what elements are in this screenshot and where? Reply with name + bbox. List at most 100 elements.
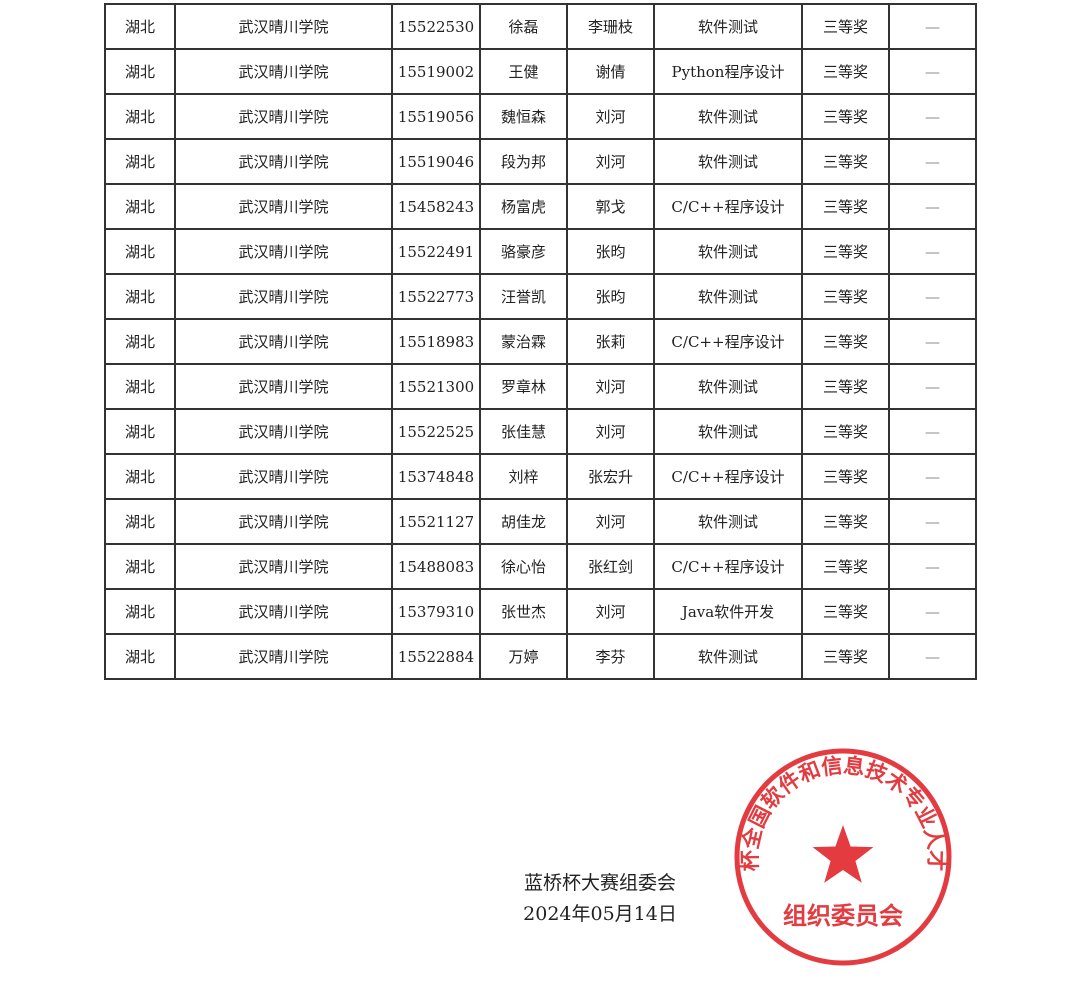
teacher-cell: 刘河 xyxy=(566,93,655,140)
teacher-cell: 张昀 xyxy=(566,228,655,275)
award-cell: 三等奖 xyxy=(801,273,890,320)
category-cell: 软件测试 xyxy=(653,228,803,275)
id-cell: 15519046 xyxy=(391,138,481,185)
school-cell: 武汉晴川学院 xyxy=(174,228,393,275)
student-cell: 段为邦 xyxy=(479,138,568,185)
school-cell: 武汉晴川学院 xyxy=(174,543,393,590)
note-cell: — xyxy=(888,48,977,95)
table-row: 湖北 武汉晴川学院 15522491 骆豪彦 张昀 软件测试 三等奖 — xyxy=(104,228,977,275)
school-cell: 武汉晴川学院 xyxy=(174,408,393,455)
school-cell: 武汉晴川学院 xyxy=(174,93,393,140)
teacher-cell: 谢倩 xyxy=(566,48,655,95)
award-cell: 三等奖 xyxy=(801,543,890,590)
id-cell: 15522491 xyxy=(391,228,481,275)
province-cell: 湖北 xyxy=(104,318,176,365)
id-cell: 15522884 xyxy=(391,633,481,680)
province-cell: 湖北 xyxy=(104,543,176,590)
note-cell: — xyxy=(888,273,977,320)
id-cell: 15458243 xyxy=(391,183,481,230)
note-cell: — xyxy=(888,93,977,140)
table-row: 湖北 武汉晴川学院 15488083 徐心怡 张红剑 C/C++程序设计 三等奖 — xyxy=(104,543,977,590)
teacher-cell: 张昀 xyxy=(566,273,655,320)
id-cell: 15521300 xyxy=(391,363,481,410)
school-cell: 武汉晴川学院 xyxy=(174,363,393,410)
teacher-cell: 刘河 xyxy=(566,408,655,455)
id-cell: 15521127 xyxy=(391,498,481,545)
award-cell: 三等奖 xyxy=(801,588,890,635)
school-cell: 武汉晴川学院 xyxy=(174,633,393,680)
student-cell: 张世杰 xyxy=(479,588,568,635)
province-cell: 湖北 xyxy=(104,183,176,230)
province-cell: 湖北 xyxy=(104,273,176,320)
student-cell: 魏恒森 xyxy=(479,93,568,140)
teacher-cell: 郭戈 xyxy=(566,183,655,230)
province-cell: 湖北 xyxy=(104,453,176,500)
id-cell: 15522530 xyxy=(391,3,481,50)
award-cell: 三等奖 xyxy=(801,318,890,365)
province-cell: 湖北 xyxy=(104,363,176,410)
award-cell: 三等奖 xyxy=(801,453,890,500)
teacher-cell: 刘河 xyxy=(566,588,655,635)
note-cell: — xyxy=(888,453,977,500)
award-cell: 三等奖 xyxy=(801,138,890,185)
category-cell: 软件测试 xyxy=(653,3,803,50)
teacher-cell: 张红剑 xyxy=(566,543,655,590)
table-row: 湖北 武汉晴川学院 15522530 徐磊 李珊枝 软件测试 三等奖 — xyxy=(104,3,977,50)
province-cell: 湖北 xyxy=(104,633,176,680)
id-cell: 15374848 xyxy=(391,453,481,500)
award-cell: 三等奖 xyxy=(801,408,890,455)
school-cell: 武汉晴川学院 xyxy=(174,453,393,500)
category-cell: 软件测试 xyxy=(653,408,803,455)
organizer-name: 蓝桥杯大赛组委会 xyxy=(523,872,676,894)
province-cell: 湖北 xyxy=(104,3,176,50)
province-cell: 湖北 xyxy=(104,588,176,635)
teacher-cell: 张莉 xyxy=(566,318,655,365)
star-icon xyxy=(812,825,874,883)
table-row: 湖北 武汉晴川学院 15522884 万婷 李芬 软件测试 三等奖 — xyxy=(104,633,977,680)
award-cell: 三等奖 xyxy=(801,48,890,95)
note-cell: — xyxy=(888,588,977,635)
province-cell: 湖北 xyxy=(104,93,176,140)
table-row: 湖北 武汉晴川学院 15519002 王健 谢倩 Python程序设计 三等奖 — xyxy=(104,48,977,95)
table-row: 湖北 武汉晴川学院 15521300 罗章林 刘河 软件测试 三等奖 — xyxy=(104,363,977,410)
category-cell: Python程序设计 xyxy=(653,48,803,95)
note-cell: — xyxy=(888,363,977,410)
province-cell: 湖北 xyxy=(104,228,176,275)
student-cell: 刘梓 xyxy=(479,453,568,500)
note-cell: — xyxy=(888,543,977,590)
id-cell: 15522773 xyxy=(391,273,481,320)
province-cell: 湖北 xyxy=(104,138,176,185)
table-row: 湖北 武汉晴川学院 15522525 张佳慧 刘河 软件测试 三等奖 — xyxy=(104,408,977,455)
table-row: 湖北 武汉晴川学院 15518983 蒙治霖 张莉 C/C++程序设计 三等奖 — xyxy=(104,318,977,365)
student-cell: 骆豪彦 xyxy=(479,228,568,275)
student-cell: 徐心怡 xyxy=(479,543,568,590)
teacher-cell: 刘河 xyxy=(566,138,655,185)
table-row: 湖北 武汉晴川学院 15379310 张世杰 刘河 Java软件开发 三等奖 — xyxy=(104,588,977,635)
note-cell: — xyxy=(888,498,977,545)
table-row: 湖北 武汉晴川学院 15519056 魏恒森 刘河 软件测试 三等奖 — xyxy=(104,93,977,140)
table-row: 湖北 武汉晴川学院 15519046 段为邦 刘河 软件测试 三等奖 — xyxy=(104,138,977,185)
seal-bottom-text: 组织委员会 xyxy=(783,901,903,930)
table-row: 湖北 武汉晴川学院 15374848 刘梓 张宏升 C/C++程序设计 三等奖 — xyxy=(104,453,977,500)
category-cell: 软件测试 xyxy=(653,273,803,320)
category-cell: 软件测试 xyxy=(653,633,803,680)
signature-date: 2024年05月14日 xyxy=(523,903,677,925)
id-cell: 15519056 xyxy=(391,93,481,140)
category-cell: C/C++程序设计 xyxy=(653,453,803,500)
school-cell: 武汉晴川学院 xyxy=(174,273,393,320)
table-row: 湖北 武汉晴川学院 15521127 胡佳龙 刘河 软件测试 三等奖 — xyxy=(104,498,977,545)
province-cell: 湖北 xyxy=(104,408,176,455)
award-cell: 三等奖 xyxy=(801,183,890,230)
student-cell: 杨富虎 xyxy=(479,183,568,230)
category-cell: 软件测试 xyxy=(653,138,803,185)
province-cell: 湖北 xyxy=(104,48,176,95)
student-cell: 胡佳龙 xyxy=(479,498,568,545)
student-cell: 罗章林 xyxy=(479,363,568,410)
note-cell: — xyxy=(888,408,977,455)
school-cell: 武汉晴川学院 xyxy=(174,3,393,50)
student-cell: 汪誉凯 xyxy=(479,273,568,320)
id-cell: 15379310 xyxy=(391,588,481,635)
seal-ring xyxy=(734,748,952,966)
category-cell: C/C++程序设计 xyxy=(653,318,803,365)
note-cell: — xyxy=(888,633,977,680)
